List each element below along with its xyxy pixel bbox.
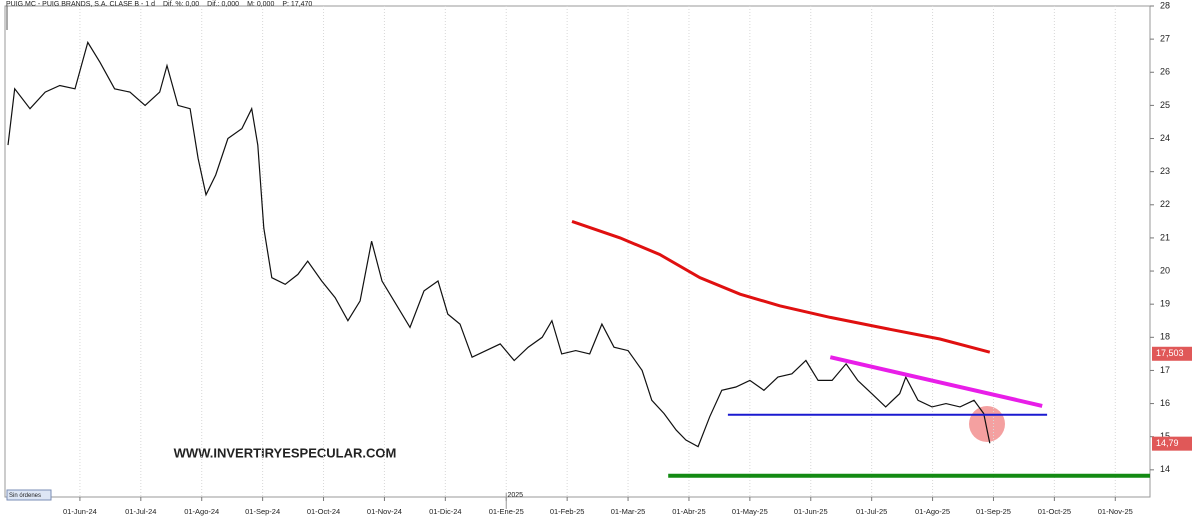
- x-tick-label: 01-Ene-25: [489, 507, 524, 516]
- y-tick-label: 21: [1160, 232, 1170, 242]
- year-label: 2025: [507, 492, 523, 499]
- y-tick-label: 22: [1160, 199, 1170, 209]
- x-tick-label: 01-Sep-24: [245, 507, 280, 516]
- status-box: [6, 489, 52, 501]
- x-tick-label: 01-Dic-24: [429, 507, 462, 516]
- y-tick-label: 15: [1160, 431, 1170, 441]
- y-tick-label: 14: [1160, 464, 1170, 474]
- price-label: 14,79: [1156, 438, 1179, 448]
- x-tick-label: 01-Jun-24: [63, 507, 97, 516]
- series-line: [571, 219, 991, 354]
- x-tick-label: 01-Nov-25: [1098, 507, 1133, 516]
- y-tick-label: 17: [1160, 365, 1170, 375]
- x-tick-label: 01-Ago-24: [184, 507, 219, 516]
- x-tick-label: 01-Jul-24: [125, 507, 156, 516]
- x-tick-label: 01-Jul-25: [856, 507, 887, 516]
- header-text: PUIG.MC - PUIG BRANDS, S.A. CLASE B - 1 …: [6, 1, 155, 8]
- x-tick-label: 01-Oct-25: [1038, 507, 1071, 516]
- y-tick-label: 19: [1160, 299, 1170, 309]
- x-tick-label: 01-Jun-25: [794, 507, 828, 516]
- y-tick-label: 23: [1160, 166, 1170, 176]
- series-line: [7, 40, 991, 448]
- x-tick-label: 01-Mar-25: [611, 507, 646, 516]
- y-tick-label: 18: [1160, 332, 1170, 342]
- x-tick-label: 01-Sep-25: [976, 507, 1011, 516]
- price-label-box: [1152, 436, 1192, 451]
- x-tick-label: 01-Feb-25: [550, 507, 585, 516]
- y-tick-label: 26: [1160, 67, 1170, 77]
- y-tick-label: 16: [1160, 398, 1170, 408]
- y-tick-label: 27: [1160, 34, 1170, 44]
- y-tick-label: 25: [1160, 100, 1170, 110]
- header-text: Dif. %: 0,00: [163, 1, 199, 8]
- y-tick-label: 28: [1160, 0, 1170, 10]
- header-text: Dif.: 0,000: [207, 1, 239, 8]
- price-label-box: [1152, 346, 1192, 361]
- header-text: M: 0,000: [247, 1, 274, 8]
- x-tick-label: 01-Nov-24: [367, 507, 402, 516]
- price-label: 17,503: [1156, 348, 1184, 358]
- plot-frame: [4, 5, 1151, 498]
- watermark: WWW.INVERTIRYESPECULAR.COM: [174, 445, 397, 460]
- x-tick-label: 01-Abr-25: [672, 507, 705, 516]
- x-tick-label: 01-May-25: [732, 507, 768, 516]
- header-text: P: 17,470: [282, 1, 312, 8]
- y-tick-label: 20: [1160, 265, 1170, 275]
- x-tick-label: 01-Ago-25: [915, 507, 950, 516]
- status-text: Sin órdenes: [9, 493, 41, 499]
- series-line: [829, 355, 1043, 408]
- highlight-circle: [969, 406, 1005, 442]
- x-tick-label: 01-Oct-24: [307, 507, 340, 516]
- y-tick-label: 24: [1160, 133, 1170, 143]
